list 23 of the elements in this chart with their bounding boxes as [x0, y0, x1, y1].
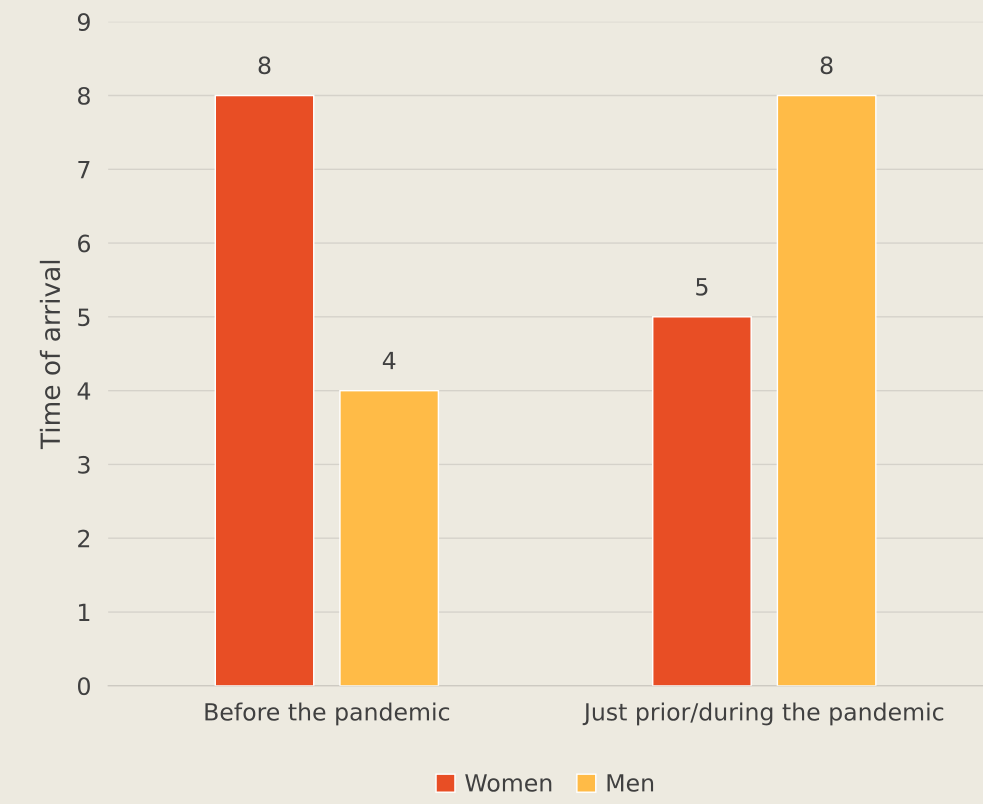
y-tick-label: 8	[78, 86, 90, 105]
y-tick-label: 2	[78, 530, 90, 548]
legend-label: Women	[465, 774, 552, 792]
y-tick-label: 9	[78, 13, 90, 32]
data-label: 8	[258, 56, 270, 74]
legend-label: Men	[608, 774, 654, 792]
y-tick-label: 4	[78, 382, 90, 400]
data-label: 8	[820, 56, 833, 74]
bar	[214, 94, 314, 686]
y-tick-label: 3	[78, 456, 90, 474]
x-tick-label: Just prior/during the pandemic	[582, 702, 944, 726]
y-tick-label: 1	[79, 604, 90, 621]
data-label: 5	[696, 278, 708, 296]
data-label: 4	[382, 352, 396, 370]
y-tick-label: 5	[78, 308, 90, 326]
y-axis-title: Time of arrival	[40, 260, 60, 450]
bar	[776, 94, 877, 686]
y-tick-label: 7	[78, 161, 90, 178]
y-tick-label: 0	[78, 677, 90, 696]
y-tick-label: 6	[78, 234, 90, 252]
x-tick-label: Before the pandemic	[205, 702, 450, 726]
bar	[339, 390, 440, 686]
bar	[652, 316, 752, 686]
